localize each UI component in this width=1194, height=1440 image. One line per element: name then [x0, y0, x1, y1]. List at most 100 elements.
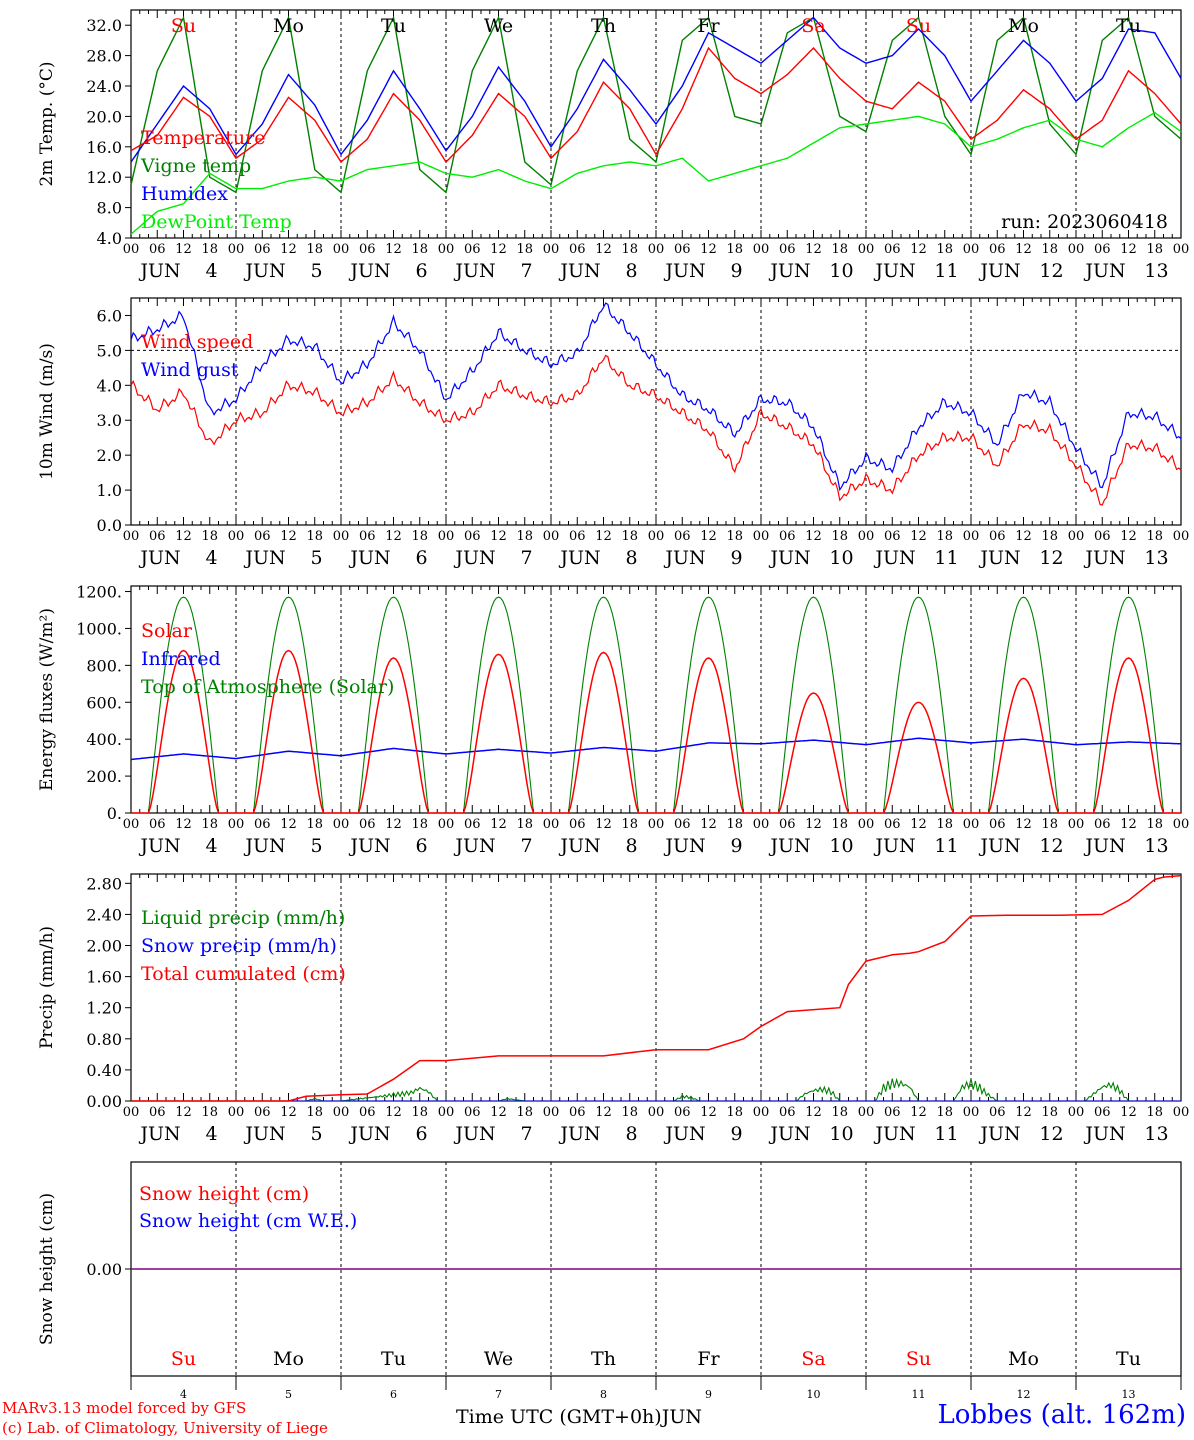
hour-tick-label: 12 [1015, 529, 1032, 544]
hour-tick-label: 00 [648, 529, 665, 544]
hour-tick-label: 18 [516, 817, 533, 832]
hour-tick-label: 12 [595, 817, 612, 832]
month-label: JUN [1083, 835, 1125, 857]
hour-tick-label: 00 [543, 1105, 560, 1120]
hour-tick-label: 18 [411, 529, 428, 544]
month-label: JUN [873, 1123, 915, 1145]
legend-entry: DewPoint Temp [141, 211, 292, 233]
month-label: JUN [348, 835, 390, 857]
hour-tick-label: 18 [936, 242, 953, 257]
date-label: 10 [829, 835, 853, 857]
month-label: JUN [348, 1123, 390, 1145]
date-label: 5 [285, 1388, 292, 1400]
legend-entry: Solar [141, 620, 193, 642]
month-label: JUN [138, 1123, 180, 1145]
hour-tick-label: 06 [884, 242, 901, 257]
date-label: 9 [730, 835, 742, 857]
hour-tick-label: 12 [1120, 242, 1137, 257]
hour-tick-label: 00 [123, 1105, 140, 1120]
hour-tick-label: 12 [490, 242, 507, 257]
run-annotation: run: 2023060418 [1001, 211, 1168, 233]
weekday-label: Fr [697, 15, 720, 37]
date-label: 7 [520, 835, 532, 857]
y-tick-label: 0. [107, 804, 122, 823]
date-label: 7 [520, 1123, 532, 1145]
hour-tick-label: 18 [1041, 1105, 1058, 1120]
weekday-label: Mo [273, 1348, 304, 1370]
y-tick-label: 2.0 [97, 446, 122, 465]
legend-entry: Temperature [141, 127, 265, 149]
y-tick-label: 3.0 [97, 411, 122, 430]
date-label: 6 [415, 260, 427, 282]
weekday-label: Sa [801, 1348, 825, 1370]
legend-entry: Snow height (cm) [139, 1183, 309, 1205]
panel-1-series: Su Mo Tu We Th Fr Sa Su Mo Tu Temperature Vigne tem… [130, 15, 1182, 235]
date-label: 8 [625, 547, 637, 569]
hour-tick-label: 06 [674, 817, 691, 832]
month-label: JUN [873, 547, 915, 569]
month-label: JUN [873, 835, 915, 857]
hour-tick-label: 00 [543, 817, 560, 832]
date-label: 11 [934, 835, 958, 857]
date-label: 5 [310, 260, 322, 282]
hour-tick-label: 18 [411, 1105, 428, 1120]
hour-tick-label: 00 [963, 817, 980, 832]
hour-tick-label: 00 [1068, 817, 1085, 832]
month-label: JUN [243, 1123, 285, 1145]
date-label: 13 [1144, 260, 1168, 282]
hour-tick-label: 18 [726, 242, 743, 257]
legend-entry: Vigne temp [140, 155, 251, 177]
month-label: JUN [138, 260, 180, 282]
month-label: JUN [558, 260, 600, 282]
date-label: 10 [829, 547, 853, 569]
month-label: JUN [768, 260, 810, 282]
hour-tick-label: 12 [280, 242, 297, 257]
month-label: JUN [243, 835, 285, 857]
hour-tick-label: 00 [753, 817, 770, 832]
month-label: JUN [558, 547, 600, 569]
date-label: 9 [730, 547, 742, 569]
panel-4-series: Liquid precip (mm/h) Snow precip (mm/h) To… [131, 874, 1182, 1102]
series-line-solar [131, 649, 1181, 814]
hour-tick-label: 18 [516, 242, 533, 257]
hour-tick-label: 18 [201, 817, 218, 832]
hour-tick-label: 00 [543, 529, 560, 544]
hour-tick-label: 12 [910, 529, 927, 544]
weekday-label: Su [906, 15, 931, 37]
date-label: 10 [829, 260, 853, 282]
hour-tick-label: 12 [490, 817, 507, 832]
date-label: 9 [730, 260, 742, 282]
hour-tick-label: 12 [700, 1105, 717, 1120]
hour-tick-label: 00 [123, 529, 140, 544]
date-label: 12 [1039, 1123, 1063, 1145]
date-label: 12 [1017, 1388, 1031, 1400]
hour-tick-label: 12 [1015, 242, 1032, 257]
weekday-label: Su [906, 1348, 931, 1370]
month-label: JUN [453, 547, 495, 569]
hour-tick-label: 00 [1173, 817, 1190, 832]
hour-tick-label: 06 [1094, 817, 1111, 832]
month-label: JUN [243, 260, 285, 282]
series-line-temperature [130, 46, 1182, 164]
series-line-wind-speed [130, 354, 1182, 506]
hour-tick-label: 00 [333, 529, 350, 544]
hour-tick-label: 06 [149, 529, 166, 544]
y-tick-label: 6.0 [97, 306, 122, 325]
hour-tick-label: 06 [569, 529, 586, 544]
hour-tick-label: 12 [1120, 1105, 1137, 1120]
hour-tick-label: 00 [1068, 1105, 1085, 1120]
hour-tick-label: 12 [805, 529, 822, 544]
month-label: JUN [663, 835, 705, 857]
y-tick-label: 1.20 [86, 999, 122, 1018]
date-label: 4 [205, 547, 217, 569]
panel-3-frame: 00 06 12 18 00 06 12 18 00 06 12 18 00 06 12 18 00 06 12 18… [37, 583, 1189, 857]
weekday-label: Tu [381, 1348, 406, 1370]
hour-tick-label: 06 [779, 817, 796, 832]
date-label: 12 [1039, 547, 1063, 569]
hour-tick-label: 18 [621, 529, 638, 544]
hour-tick-label: 00 [333, 242, 350, 257]
weekday-label: Su [171, 15, 196, 37]
hour-tick-label: 06 [149, 817, 166, 832]
hour-tick-label: 18 [621, 817, 638, 832]
y-tick-label: 16.0 [86, 138, 122, 157]
